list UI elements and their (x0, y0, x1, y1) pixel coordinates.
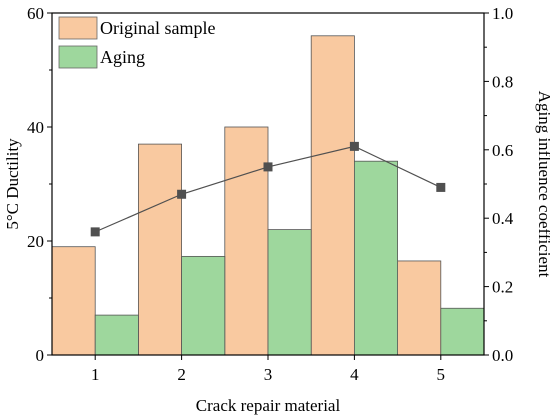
y-right-tick-label-0.0: 0.0 (492, 346, 513, 365)
y-right-tick-label-1.0: 1.0 (492, 4, 513, 23)
x-axis-title: Crack repair material (196, 396, 341, 415)
legend: Original sample Aging (58, 16, 215, 69)
aging-coefficient-point-3 (263, 162, 273, 172)
y-tick-label-20: 20 (27, 232, 44, 251)
y-axis-title: 5°C Ductility (3, 138, 22, 230)
bar-aging-1 (94, 314, 139, 356)
aging-coefficient-point-1 (90, 227, 100, 237)
bar-original-sample-2 (137, 143, 182, 356)
bar-original-sample-3 (224, 126, 269, 356)
aging-coefficient-line-group (90, 141, 446, 237)
bar-aging-3 (267, 229, 312, 356)
bar-original-sample-4 (310, 35, 355, 356)
x-tick-label-5: 5 (437, 365, 446, 384)
bar-aging-2 (181, 255, 226, 356)
y-tick-label-40: 40 (27, 118, 44, 137)
x-tick-label-3: 3 (264, 365, 273, 384)
bar-original-sample-5 (397, 260, 442, 356)
y-right-tick-label-0.8: 0.8 (492, 72, 513, 91)
aging-coefficient-point-5 (436, 182, 446, 192)
x-axis: 1 2 3 4 5 (91, 355, 445, 384)
legend-swatch-aging (58, 45, 98, 69)
y-right-tick-label-0.6: 0.6 (492, 141, 513, 160)
legend-label-original-sample: Original sample (100, 18, 215, 38)
x-tick-label-4: 4 (350, 365, 359, 384)
legend-swatch-original-sample (58, 16, 98, 40)
aging-coefficient-point-4 (349, 141, 359, 151)
y-right-tick-label-0.4: 0.4 (492, 209, 514, 228)
y-right-tick-label-0.2: 0.2 (492, 278, 513, 297)
y-tick-label-0: 0 (36, 346, 45, 365)
y-tick-label-60: 60 (27, 4, 44, 23)
x-tick-label-2: 2 (177, 365, 186, 384)
aging-coefficient-point-2 (177, 189, 187, 199)
y-axis-right: 0.0 0.2 0.4 0.6 0.8 1.0 (484, 4, 514, 365)
y-axis-left: 0 20 40 60 (27, 4, 52, 365)
bar-aging-4 (353, 160, 398, 356)
y-axis-right-title: Aging influence coefficient (535, 91, 550, 278)
bars-group (51, 35, 485, 356)
x-tick-label-1: 1 (91, 365, 100, 384)
legend-label-aging: Aging (100, 47, 145, 67)
bar-original-sample-1 (51, 246, 96, 356)
bar-aging-5 (440, 307, 485, 356)
